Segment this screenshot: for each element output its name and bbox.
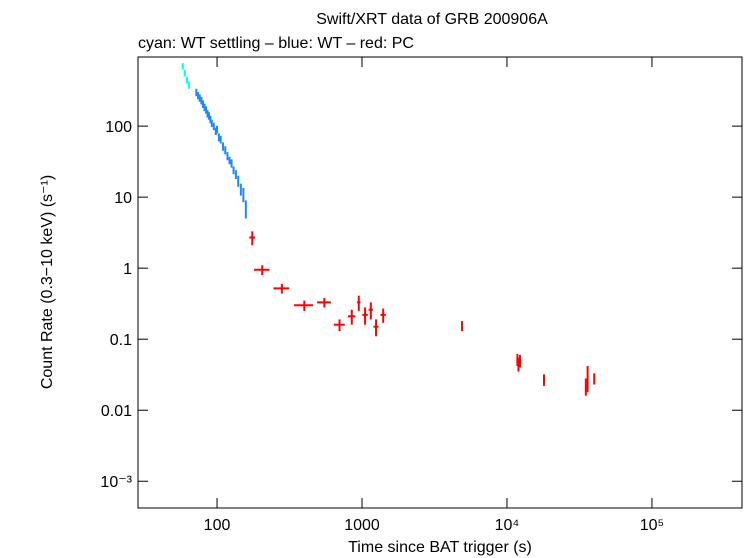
chart-subtitle: cyan: WT settling – blue: WT – red: PC — [138, 35, 414, 52]
plot-frame — [137, 56, 743, 509]
x-tick-label: 10⁴ — [495, 517, 520, 534]
x-tick-label: 100 — [204, 517, 231, 534]
x-tick-label: 10⁵ — [640, 517, 664, 534]
y-tick-label: 1 — [123, 261, 132, 278]
y-tick-label: 10⁻³ — [100, 474, 132, 491]
y-axis-title: Count Rate (0.3−10 keV) (s⁻¹) — [39, 175, 56, 389]
y-tick-label: 100 — [105, 119, 132, 136]
y-tick-label: 0.01 — [101, 403, 132, 420]
y-tick-label: 10 — [114, 190, 132, 207]
x-tick-label: 1000 — [344, 517, 380, 534]
chart-title: Swift/XRT data of GRB 200906A — [316, 11, 548, 28]
x-axis-title: Time since BAT trigger (s) — [348, 539, 532, 556]
y-tick-label: 0.1 — [110, 332, 132, 349]
